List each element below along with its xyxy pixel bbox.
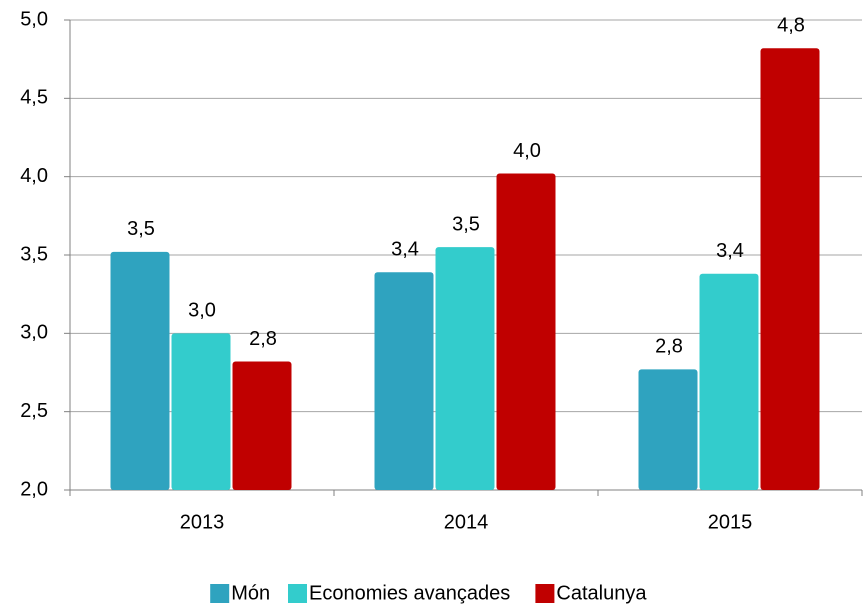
value-label: 2,8: [655, 336, 683, 358]
y-tick-label: 3,0: [20, 322, 48, 344]
x-tick-label: 2015: [708, 511, 753, 533]
value-label: 4,0: [513, 140, 541, 162]
y-tick-label: 2,5: [20, 400, 48, 422]
y-tick-label: 5,0: [20, 8, 48, 30]
bar: [374, 272, 434, 490]
legend-label: Economies avançades: [309, 582, 510, 604]
value-label: 3,5: [127, 218, 155, 240]
y-tick-label: 2,0: [20, 478, 48, 500]
bar: [232, 361, 292, 490]
x-tick-label: 2014: [444, 511, 489, 533]
legend-swatch: [210, 584, 230, 603]
bar: [171, 333, 231, 490]
bar: [435, 247, 495, 490]
y-tick-label: 4,5: [20, 87, 48, 109]
value-label: 4,8: [777, 14, 805, 36]
bar: [760, 48, 820, 490]
value-label: 3,0: [188, 300, 216, 322]
value-label: 3,4: [716, 240, 744, 262]
value-label: 3,4: [391, 239, 419, 261]
legend-label: Catalunya: [556, 582, 647, 604]
value-label: 3,5: [452, 213, 480, 235]
legend-swatch: [535, 584, 555, 603]
bar: [638, 369, 698, 490]
value-label: 2,8: [249, 328, 277, 350]
bar: [110, 251, 170, 490]
legend-swatch: [288, 584, 307, 603]
bar: [496, 173, 556, 491]
y-tick-label: 3,5: [20, 243, 48, 265]
bar: [699, 273, 759, 490]
x-tick-label: 2013: [180, 511, 225, 533]
y-tick-label: 4,0: [20, 165, 48, 187]
legend-label: Món: [231, 582, 270, 604]
